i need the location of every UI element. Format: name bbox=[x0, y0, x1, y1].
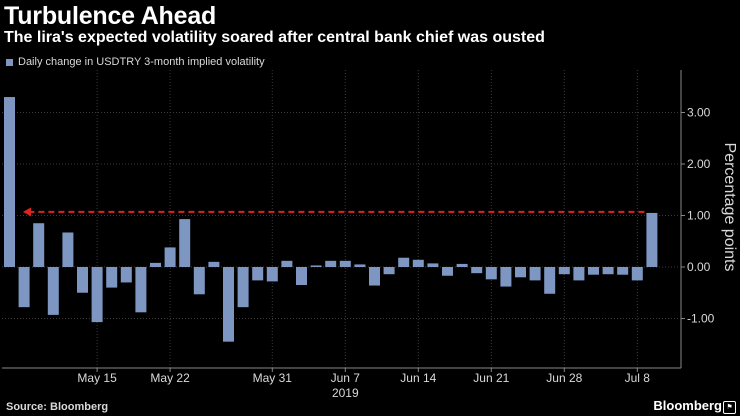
bar bbox=[193, 267, 205, 295]
x-tick-label: Jun 21 bbox=[473, 371, 509, 385]
bar bbox=[515, 267, 526, 278]
bar bbox=[252, 267, 264, 281]
bar bbox=[106, 267, 118, 288]
x-tick-label: Jul 8 bbox=[625, 371, 651, 385]
bar bbox=[296, 267, 307, 286]
y-tick-label: 3.00 bbox=[687, 106, 711, 120]
source-note: Source: Bloomberg bbox=[6, 401, 109, 413]
bar bbox=[62, 232, 74, 267]
bar bbox=[310, 265, 322, 267]
bar bbox=[77, 267, 88, 293]
bar bbox=[281, 260, 293, 267]
bar bbox=[558, 267, 570, 275]
bar bbox=[369, 267, 380, 286]
y-tick-label: 2.00 bbox=[687, 157, 711, 171]
chart-title: Turbulence Ahead bbox=[4, 2, 217, 30]
bar bbox=[588, 267, 599, 275]
bar bbox=[573, 267, 585, 281]
legend-swatch bbox=[6, 58, 13, 66]
bar bbox=[120, 267, 132, 283]
bar bbox=[646, 212, 658, 267]
bar bbox=[529, 267, 541, 281]
bar bbox=[500, 267, 512, 287]
bar bbox=[4, 97, 15, 267]
x-tick-label: May 15 bbox=[77, 371, 117, 385]
bar bbox=[223, 267, 234, 342]
bar bbox=[617, 267, 629, 275]
x-tick-label: Jun 28 bbox=[546, 371, 582, 385]
bar bbox=[631, 267, 643, 281]
bloomberg-logo: Bloomberg bbox=[653, 398, 722, 413]
bar bbox=[18, 267, 30, 308]
y-tick-label: 0.00 bbox=[687, 260, 711, 274]
bar bbox=[150, 262, 161, 267]
bar bbox=[442, 267, 453, 276]
bar bbox=[456, 263, 468, 267]
y-axis-title: Percentage points bbox=[721, 143, 738, 272]
bar bbox=[383, 267, 395, 275]
bar bbox=[398, 257, 410, 267]
bar bbox=[339, 260, 351, 267]
y-tick-label: -1.00 bbox=[687, 312, 715, 326]
bar bbox=[164, 247, 176, 267]
bar bbox=[485, 267, 497, 280]
bar bbox=[325, 260, 337, 267]
x-tick-label: May 22 bbox=[150, 371, 190, 385]
bar bbox=[33, 223, 45, 267]
bar bbox=[354, 264, 366, 267]
x-tick-label: Jun 14 bbox=[400, 371, 436, 385]
bar bbox=[179, 219, 191, 267]
y-tick-label: 1.00 bbox=[687, 209, 711, 223]
bar bbox=[91, 267, 103, 323]
bar bbox=[135, 267, 147, 313]
bloomberg-badge-icon: ⚑ bbox=[723, 401, 736, 414]
bar bbox=[412, 259, 424, 267]
bar bbox=[47, 267, 59, 315]
bar bbox=[266, 267, 278, 282]
legend-label: Daily change in USDTRY 3-month implied v… bbox=[18, 56, 265, 68]
bar bbox=[544, 267, 556, 294]
bar bbox=[208, 261, 220, 267]
chart-subtitle: The lira's expected volatility soared af… bbox=[4, 29, 545, 46]
bar bbox=[427, 263, 439, 267]
bar bbox=[602, 267, 614, 275]
bar bbox=[237, 267, 249, 308]
x-tick-label: Jun 7 bbox=[331, 371, 361, 385]
bar bbox=[471, 267, 483, 274]
legend: Daily change in USDTRY 3-month implied v… bbox=[6, 56, 265, 68]
year-label: 2019 bbox=[332, 386, 359, 400]
x-tick-label: May 31 bbox=[253, 371, 293, 385]
annotation-arrowhead bbox=[23, 207, 31, 217]
